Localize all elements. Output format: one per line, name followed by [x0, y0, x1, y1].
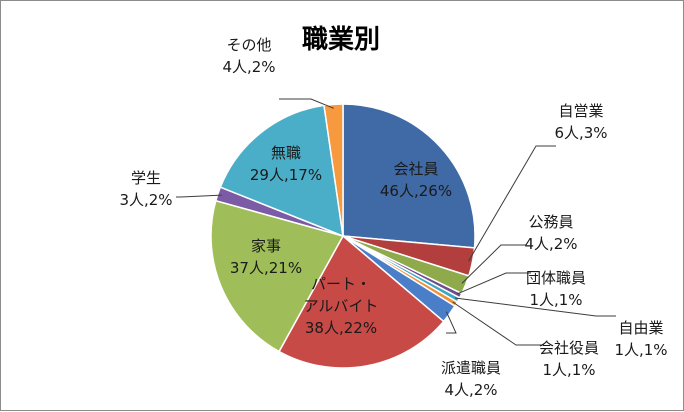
pie-slice-mushoku: [219, 104, 344, 238]
slice-label-part-line1: パート・: [311, 275, 371, 293]
slice-value-haken: 4人,2%: [444, 381, 497, 399]
slice-label-jiyugyo: 自由業: [618, 319, 663, 337]
slice-label-sonota: その他: [226, 36, 271, 54]
slice-value-koumuin: 4人,2%: [524, 235, 577, 253]
slice-label-yakuin: 会社役員: [539, 339, 599, 357]
slice-value-dantai: 1人,1%: [529, 291, 582, 309]
leader-line-gakusei: [176, 194, 222, 198]
slice-label-kaishain: 会社員: [393, 160, 438, 178]
slice-label-koumuin: 公務員: [528, 213, 573, 231]
slice-value-sonota: 4人,2%: [222, 58, 275, 76]
pie-slice-kaishain: [342, 103, 476, 249]
slice-value-jiyugyo: 1人,1%: [614, 341, 667, 359]
leader-line-jieigyo: [468, 145, 556, 262]
leader-line-yakuin: [452, 301, 544, 346]
slice-label-kaji: 家事: [251, 237, 281, 255]
slice-value-kaji: 37人,21%: [230, 259, 302, 277]
slice-value-mushoku: 29人,17%: [250, 166, 322, 184]
leader-line-koumuin: [461, 244, 526, 284]
slice-label-dantai: 団体職員: [526, 269, 586, 287]
slice-value-gakusei: 3人,2%: [119, 191, 172, 209]
leader-line-dantai: [457, 272, 531, 295]
slice-label-mushoku: 無職: [271, 144, 301, 162]
slice-value-jieigyo: 6人,3%: [554, 124, 607, 142]
slice-label-gakusei: 学生: [131, 169, 161, 187]
pie-slice-kaji: [210, 199, 345, 353]
chart-title: 職業別: [302, 25, 380, 55]
slice-label-jieigyo: 自営業: [558, 102, 603, 120]
slice-value-yakuin: 1人,1%: [542, 361, 595, 379]
leader-line-jiyugyo: [454, 297, 616, 317]
pie-slice-sonota: [323, 103, 344, 237]
slice-value-part: 38人,22%: [305, 319, 377, 337]
leader-line-haken: [445, 311, 457, 334]
leader-line-sonota: [279, 98, 334, 109]
slice-label-part-line2: アルバイト: [304, 297, 379, 315]
slice-value-kaishain: 46人,26%: [380, 182, 452, 200]
slice-label-haken: 派遣職員: [441, 359, 501, 377]
pie-slice-part: [278, 234, 445, 369]
